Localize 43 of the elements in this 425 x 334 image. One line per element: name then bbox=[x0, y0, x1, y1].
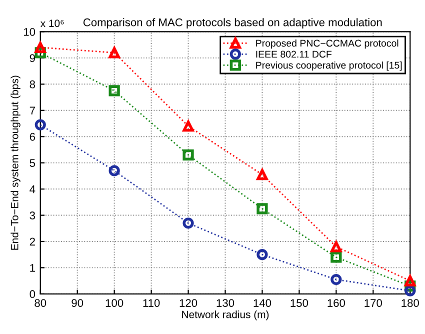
point bbox=[256, 203, 268, 214]
y-tick-label: 7 bbox=[30, 106, 35, 114]
y-tick-label: 0 bbox=[30, 290, 36, 298]
point bbox=[182, 218, 194, 229]
x-tick-label: 80 bbox=[34, 299, 46, 307]
point bbox=[330, 274, 342, 286]
x-tick-label: 120 bbox=[180, 299, 198, 307]
y-tick-label: 4 bbox=[30, 185, 36, 194]
legend-label: Previous cooperative protocol [15] bbox=[256, 62, 402, 71]
x-tick-label: 180 bbox=[402, 299, 419, 307]
text: x 10⁶ bbox=[40, 20, 64, 28]
point bbox=[256, 169, 268, 180]
y-axis-title: End−To−End system throughput (bps) bbox=[10, 76, 20, 250]
point bbox=[108, 165, 120, 176]
point bbox=[34, 42, 46, 54]
y-tick-label: 10 bbox=[24, 28, 36, 36]
x-tick-label: 90 bbox=[72, 299, 84, 307]
point bbox=[404, 275, 416, 286]
x-tick-label: 100 bbox=[106, 299, 124, 307]
point bbox=[34, 119, 46, 130]
point bbox=[182, 149, 194, 161]
y-tick-label: 3 bbox=[30, 212, 36, 220]
point bbox=[108, 85, 120, 96]
x-tick-label: 140 bbox=[254, 299, 272, 307]
x-axis-title: Network radius (m) bbox=[182, 310, 269, 320]
x-tick-label: 170 bbox=[364, 299, 382, 307]
y-tick-label: 6 bbox=[30, 132, 36, 141]
point bbox=[330, 241, 342, 252]
chart-title: Comparison of MAC protocols based on adaptive modulation bbox=[83, 18, 382, 28]
point bbox=[330, 252, 342, 263]
y-tick-label: 2 bbox=[30, 238, 35, 246]
y-tick-label: 1 bbox=[30, 264, 35, 272]
x-tick-label: 160 bbox=[328, 299, 346, 307]
legend-label: IEEE 802.11 DCF bbox=[256, 50, 332, 58]
y-tick-label: 8 bbox=[30, 80, 36, 88]
x-tick-label: 150 bbox=[290, 299, 308, 307]
x-tick-label: 110 bbox=[143, 299, 160, 307]
point bbox=[404, 285, 416, 296]
y-tick-label: 9 bbox=[30, 54, 35, 62]
point bbox=[256, 249, 268, 260]
legend-label: Proposed PNC−CCMAC protocol bbox=[256, 40, 398, 49]
x-tick-label: 130 bbox=[216, 299, 234, 307]
y-tick-label: 5 bbox=[30, 159, 36, 167]
